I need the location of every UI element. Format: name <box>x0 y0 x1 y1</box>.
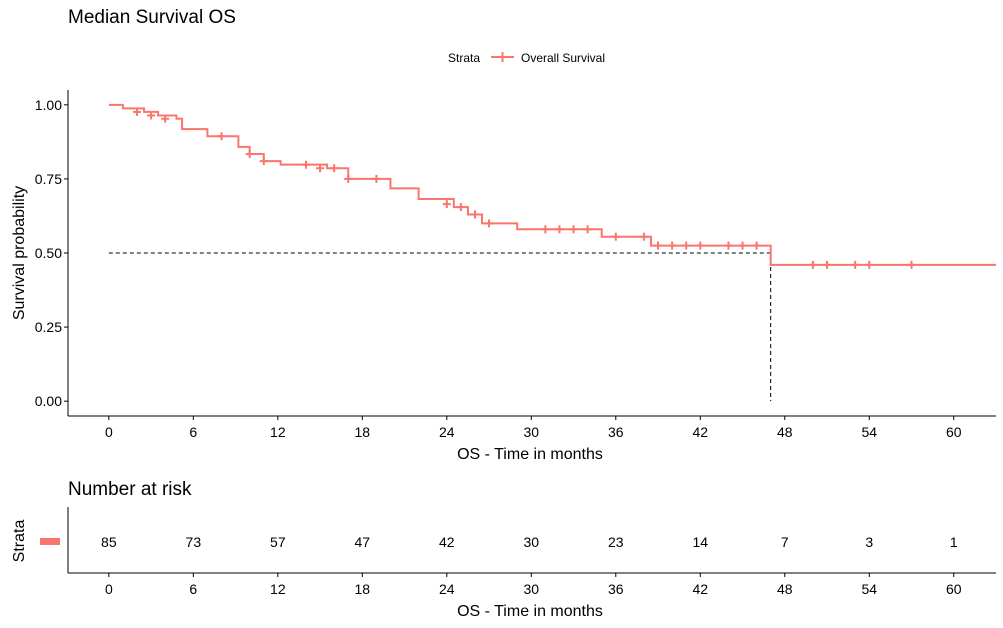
censor-mark <box>865 260 874 269</box>
x-ticks: 0 6 12 18 24 30 36 42 48 54 60 <box>105 416 962 440</box>
risk-y-axis-label: Strata <box>11 520 28 563</box>
censor-mark <box>583 225 592 234</box>
censor-marks <box>133 107 916 269</box>
legend: Strata Overall Survival <box>448 51 605 65</box>
risk-value: 1 <box>950 534 958 550</box>
risk-value: 7 <box>781 534 789 550</box>
censor-mark <box>541 225 550 234</box>
risk-x-tick-label: 30 <box>524 581 540 597</box>
censor-mark <box>217 132 226 141</box>
risk-x-tick-label: 36 <box>608 581 624 597</box>
risk-x-tick-label: 18 <box>355 581 371 597</box>
km-plot: 0.00 0.25 0.50 0.75 1.00 0 6 12 18 24 30 36 42 48 54 6… <box>11 90 996 463</box>
censor-mark <box>133 107 142 116</box>
legend-label: Overall Survival <box>521 51 605 65</box>
risk-values: 85 73 57 47 42 30 23 14 7 3 1 <box>101 534 958 550</box>
censor-mark <box>808 260 817 269</box>
risk-x-tick-label: 48 <box>777 581 793 597</box>
risk-x-tick-label: 42 <box>692 581 708 597</box>
censor-mark <box>456 203 465 212</box>
censor-mark <box>724 241 733 250</box>
risk-x-tick-label: 6 <box>189 581 197 597</box>
risk-x-tick-label: 12 <box>270 581 286 597</box>
censor-mark <box>372 174 381 183</box>
risk-value: 14 <box>692 534 708 550</box>
risk-x-axis-label: OS - Time in months <box>457 603 603 620</box>
risk-table: Strata 85 73 57 47 42 30 23 14 7 3 1 0 6 12 18 24 30 36 4… <box>11 507 996 620</box>
legend-title: Strata <box>448 51 480 65</box>
risk-x-tick-label: 24 <box>439 581 455 597</box>
risk-x-tick-label: 0 <box>105 581 113 597</box>
censor-mark <box>344 174 353 183</box>
censor-mark <box>569 225 578 234</box>
risk-value: 57 <box>270 534 286 550</box>
censor-mark <box>907 260 916 269</box>
censor-mark <box>485 219 494 228</box>
censor-mark <box>668 241 677 250</box>
censor-mark <box>611 232 620 241</box>
censor-mark <box>316 164 325 173</box>
censor-mark <box>654 241 663 250</box>
chart-title: Median Survival OS <box>68 7 236 28</box>
risk-value: 73 <box>186 534 202 550</box>
x-tick-label: 42 <box>692 424 708 440</box>
x-tick-label: 60 <box>946 424 962 440</box>
y-tick-label: 0.75 <box>35 171 62 187</box>
y-tick-label: 0.50 <box>35 245 62 261</box>
censor-mark <box>245 150 254 159</box>
risk-value: 23 <box>608 534 624 550</box>
censor-mark <box>851 260 860 269</box>
survival-curve <box>108 103 996 266</box>
risk-value: 3 <box>865 534 873 550</box>
censor-mark <box>442 200 451 209</box>
y-tick-label: 0.25 <box>35 319 62 335</box>
y-ticks: 0.00 0.25 0.50 0.75 1.00 <box>35 97 68 409</box>
x-tick-label: 30 <box>524 424 540 440</box>
censor-mark <box>555 225 564 234</box>
censor-mark <box>470 210 479 219</box>
risk-x-ticks: 0 6 12 18 24 30 36 42 48 54 60 <box>105 573 962 597</box>
censor-mark <box>259 157 268 166</box>
censor-mark <box>639 232 648 241</box>
censor-mark <box>161 114 170 123</box>
y-tick-label: 0.00 <box>35 393 62 409</box>
censor-mark <box>301 160 310 169</box>
y-tick-label: 1.00 <box>35 97 62 113</box>
x-tick-label: 0 <box>105 424 113 440</box>
risk-value: 42 <box>439 534 455 550</box>
x-tick-label: 54 <box>861 424 877 440</box>
risk-x-tick-label: 60 <box>946 581 962 597</box>
x-tick-label: 48 <box>777 424 793 440</box>
risk-value: 85 <box>101 534 117 550</box>
y-axis-label: Survival probability <box>11 186 28 320</box>
x-tick-label: 18 <box>355 424 371 440</box>
censor-mark <box>147 111 156 120</box>
censor-mark <box>752 241 761 250</box>
median-lines <box>108 252 772 402</box>
risk-x-tick-label: 54 <box>861 581 877 597</box>
x-tick-label: 6 <box>189 424 197 440</box>
censor-mark <box>823 260 832 269</box>
risk-table-title: Number at risk <box>68 479 192 500</box>
risk-value: 30 <box>524 534 540 550</box>
x-axis-label: OS - Time in months <box>457 446 603 463</box>
censor-mark <box>696 241 705 250</box>
risk-value: 47 <box>355 534 371 550</box>
x-tick-label: 24 <box>439 424 455 440</box>
censor-mark <box>682 241 691 250</box>
censor-mark <box>738 241 747 250</box>
censor-mark <box>330 164 339 173</box>
x-tick-label: 12 <box>270 424 286 440</box>
strata-color-key <box>40 538 60 545</box>
x-tick-label: 36 <box>608 424 624 440</box>
